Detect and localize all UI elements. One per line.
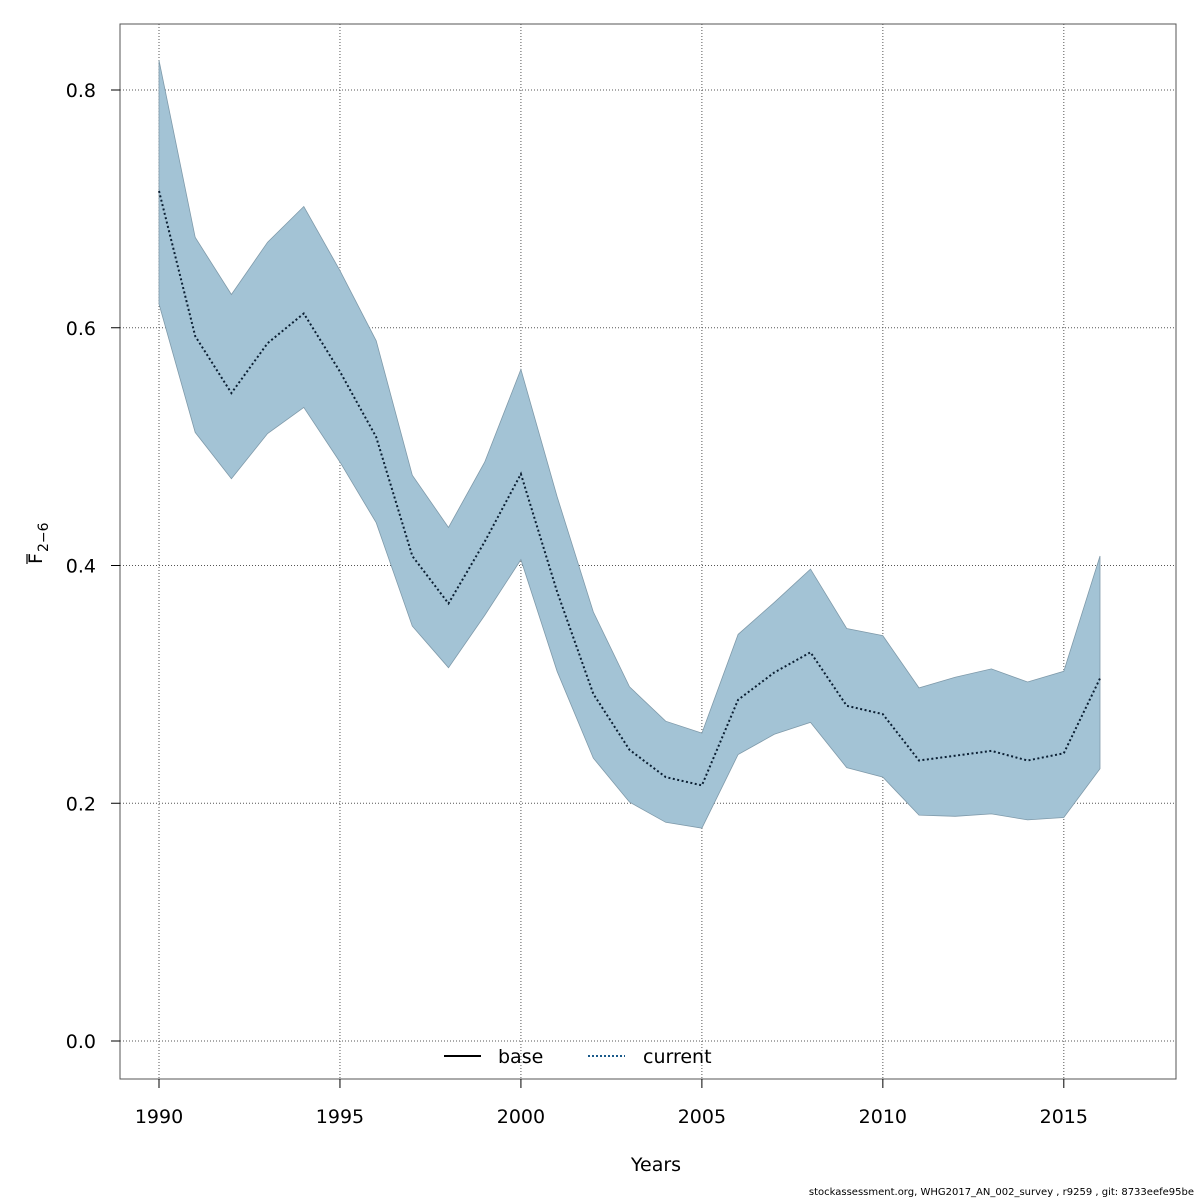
y-tick-label: 0.8 bbox=[66, 80, 96, 102]
x-tick-label: 1995 bbox=[316, 1106, 364, 1128]
x-tick-label: 2015 bbox=[1040, 1106, 1088, 1128]
y-axis-title: F2−6 bbox=[25, 522, 52, 564]
legend-label-base: base bbox=[498, 1046, 543, 1068]
plot-frame bbox=[119, 23, 1177, 1080]
legend-label-current: current bbox=[643, 1046, 712, 1068]
footer-note: stockassessment.org, WHG2017_AN_002_surv… bbox=[808, 1187, 1194, 1198]
x-axis: 1990 1995 2000 2005 2010 2015 bbox=[135, 1079, 1088, 1128]
y-axis-title-main: F bbox=[25, 553, 47, 564]
confidence-band bbox=[158, 60, 1101, 829]
x-axis-title: Years bbox=[630, 1154, 681, 1176]
y-axis-title-subscript: 2−6 bbox=[36, 522, 52, 552]
y-tick-label: 0.0 bbox=[66, 1031, 96, 1053]
y-tick-label: 0.4 bbox=[66, 556, 96, 578]
y-axis: 0.0 0.2 0.4 0.6 0.8 bbox=[66, 80, 120, 1053]
x-tick-label: 2000 bbox=[497, 1106, 545, 1128]
y-tick-label: 0.2 bbox=[66, 793, 96, 815]
series-line-current bbox=[158, 190, 1101, 787]
x-tick-label: 1990 bbox=[135, 1106, 183, 1128]
legend: base current bbox=[444, 1046, 712, 1068]
grid bbox=[120, 24, 1176, 1079]
y-tick-label: 0.6 bbox=[66, 318, 96, 340]
x-tick-label: 2005 bbox=[678, 1106, 726, 1128]
x-tick-label: 2010 bbox=[859, 1106, 907, 1128]
